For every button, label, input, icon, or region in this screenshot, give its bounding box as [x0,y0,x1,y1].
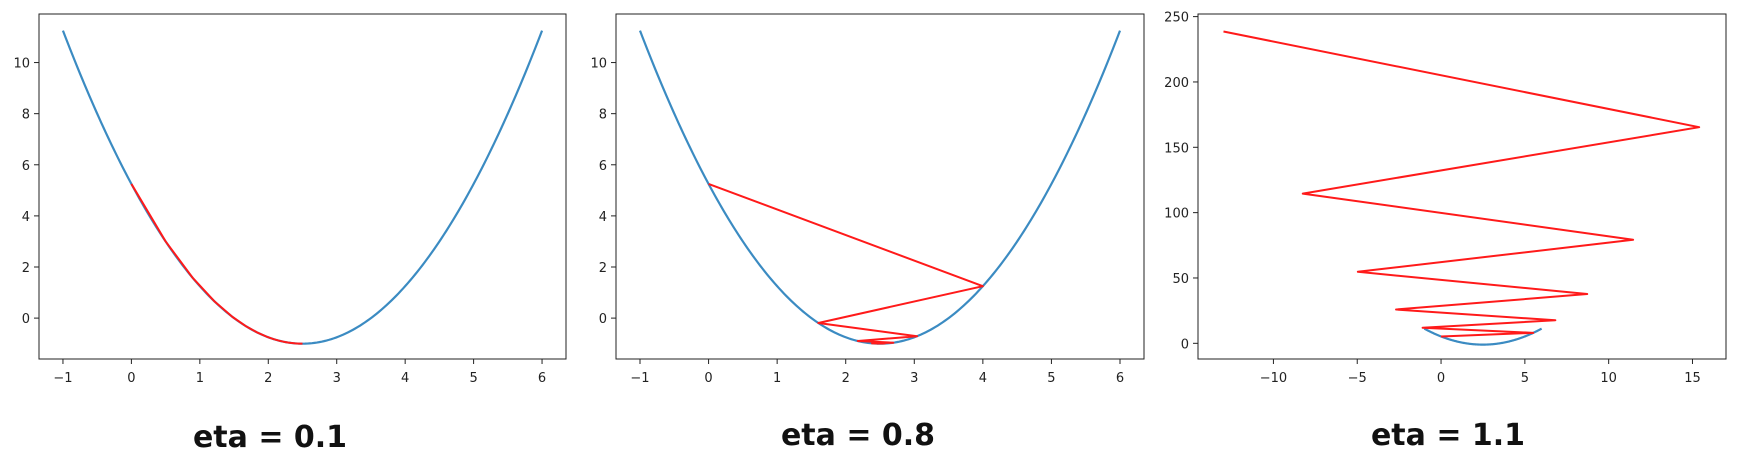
descent-path [708,183,984,345]
chart-eta-0-1: −1 0 1 2 3 4 5 6 0 2 4 6 8 10 [13,13,567,386]
x-tick-label: −1 [630,371,649,386]
y-tick-label: 0 [22,312,30,327]
y-tick-label: 4 [599,210,607,225]
y-tick-label: 10 [590,57,607,72]
function-curve [61,30,544,345]
x-tick-label: 3 [333,371,341,386]
chart-eta-0-8: −1 0 1 2 3 4 5 6 0 2 4 6 8 10 [590,13,1145,386]
y-tick-label: 250 [1164,11,1189,26]
y-tick-label: 150 [1164,141,1189,156]
y-tick-label: 100 [1164,207,1189,222]
descent-path [1223,30,1701,338]
y-tick-label: 2 [22,261,30,276]
function-curve [638,30,1122,345]
y-tick-label: 6 [22,159,30,174]
y-tick-label: 8 [22,108,30,123]
x-tick-label: 5 [1047,371,1055,386]
axes-frame [615,13,1145,360]
x-tick-label: 0 [704,371,712,386]
x-tick-label: 4 [401,371,409,386]
axes-frame [1197,13,1727,360]
x-tick-label: 0 [1437,371,1445,386]
x-tick-label: −1 [53,371,72,386]
caption-eta-0-1: eta = 0.1 [193,420,347,455]
caption-eta-1-1: eta = 1.1 [1371,418,1525,453]
x-tick-label: 2 [264,371,272,386]
x-tick-label: 6 [538,371,546,386]
y-tick-label: 0 [599,312,607,327]
x-tick-label: −5 [1348,371,1367,386]
y-tick-label: 8 [599,108,607,123]
axes-frame [38,13,567,360]
x-tick-label: 15 [1684,371,1701,386]
y-tick-label: 0 [1181,337,1189,352]
descent-path [130,183,304,345]
y-tick-label: 10 [13,57,30,72]
x-tick-label: 6 [1116,371,1124,386]
y-tick-label: 200 [1164,76,1189,91]
x-tick-label: 10 [1600,371,1617,386]
function-curve [1423,327,1543,346]
x-tick-label: 5 [1521,371,1529,386]
x-tick-label: 0 [127,371,135,386]
y-tick-label: 6 [599,159,607,174]
x-tick-label: 4 [979,371,987,386]
x-tick-label: 3 [910,371,918,386]
caption-eta-0-8: eta = 0.8 [781,418,935,453]
x-tick-label: 2 [842,371,850,386]
y-tick-label: 50 [1172,272,1189,287]
x-tick-label: 5 [469,371,477,386]
y-tick-label: 2 [599,261,607,276]
x-tick-label: 1 [196,371,204,386]
x-tick-label: 1 [773,371,781,386]
y-tick-label: 4 [22,210,30,225]
x-tick-label: −10 [1260,371,1287,386]
